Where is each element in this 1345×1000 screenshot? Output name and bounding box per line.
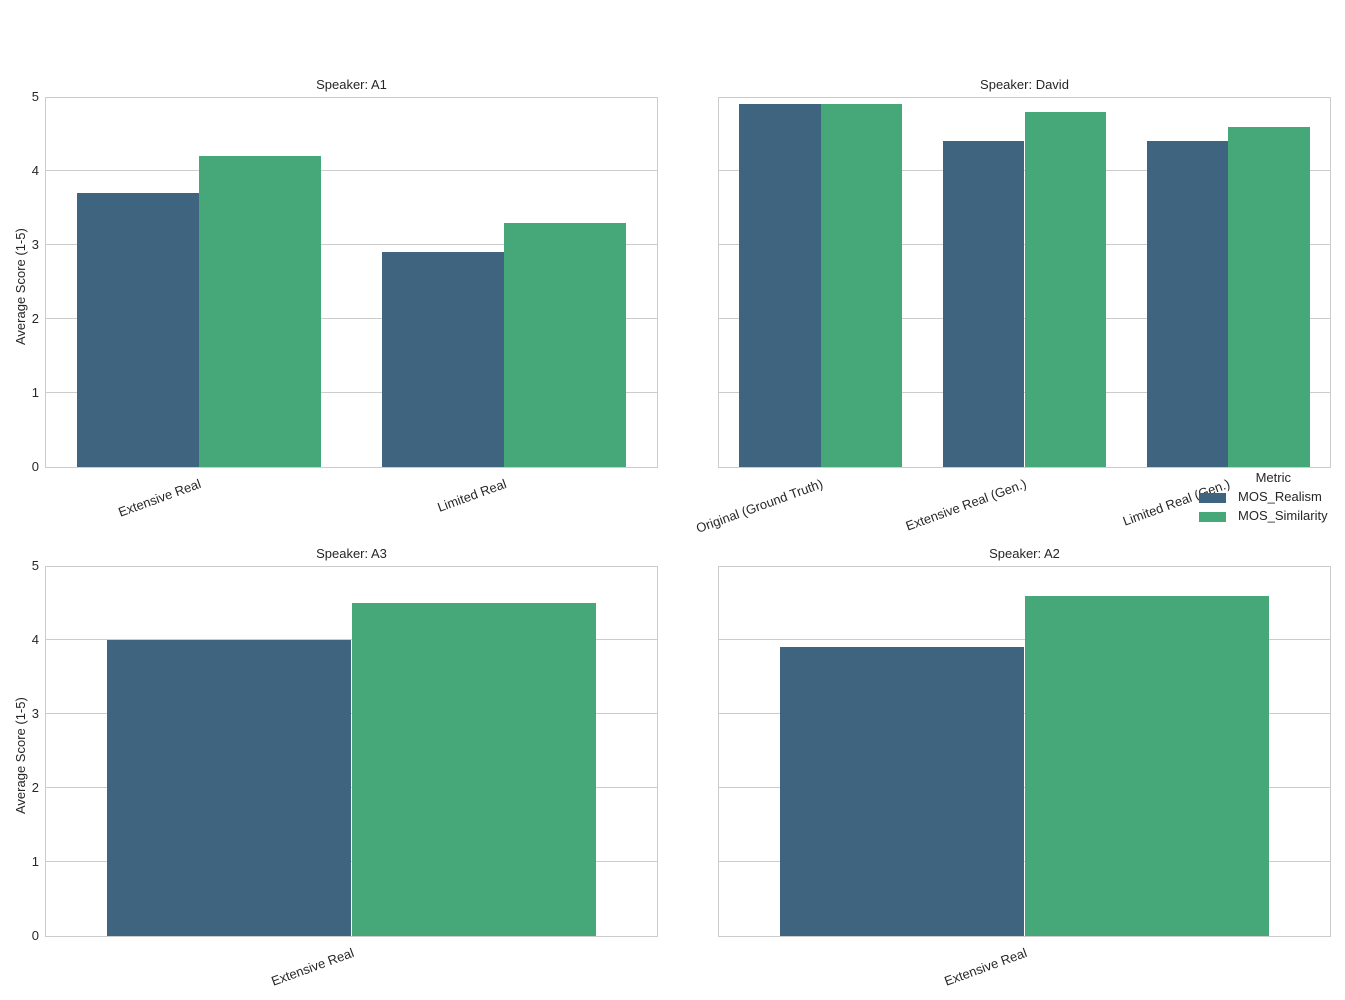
legend-swatch-similarity — [1199, 511, 1226, 522]
bar-mos-similarity — [1024, 595, 1269, 936]
bar-mos-similarity — [820, 104, 903, 467]
legend-swatch-realism — [1199, 492, 1226, 503]
y-tick-label: 2 — [31, 780, 39, 795]
y-tick-label: 4 — [31, 163, 39, 178]
bar-mos-realism — [76, 193, 199, 467]
x-tick-label: Extensive Real — [269, 945, 356, 989]
gridline — [46, 170, 657, 171]
y-tick-label: 4 — [31, 632, 39, 647]
y-tick-label: 3 — [31, 706, 39, 721]
bar-mos-realism — [1146, 141, 1229, 467]
legend: Metric MOS_Realism MOS_Similarity — [1199, 470, 1328, 525]
y-tick-label: 5 — [31, 89, 39, 104]
bar-mos-realism — [943, 141, 1025, 467]
bar-mos-similarity — [1024, 111, 1106, 467]
plot-area — [718, 566, 1331, 937]
y-axis-label: Average Score (1-5) — [13, 696, 28, 814]
bar-mos-realism — [739, 104, 821, 467]
y-tick-label: 2 — [31, 311, 39, 326]
bar-mos-similarity — [1228, 126, 1310, 467]
panel-title: Speaker: David — [980, 77, 1069, 92]
x-tick-label: Original (Ground Truth) — [694, 476, 825, 536]
plot-area — [45, 97, 658, 468]
panel-title: Speaker: A1 — [316, 77, 387, 92]
y-tick-label: 0 — [31, 928, 39, 943]
y-tick-label: 1 — [31, 385, 39, 400]
bar-mos-similarity — [351, 603, 596, 936]
bar-mos-realism — [382, 252, 505, 467]
gridline — [46, 244, 657, 245]
plot-area — [718, 97, 1331, 468]
bar-mos-similarity — [198, 156, 321, 467]
y-tick-label: 1 — [31, 854, 39, 869]
y-axis-label: Average Score (1-5) — [13, 227, 28, 345]
x-tick-label: Extensive Real — [116, 476, 203, 520]
x-tick-label: Extensive Real (Gen.) — [903, 476, 1029, 534]
y-tick-label: 3 — [31, 237, 39, 252]
legend-item-realism: MOS_Realism — [1199, 487, 1328, 506]
bar-mos-similarity — [504, 222, 627, 467]
plot-area — [45, 566, 658, 937]
y-tick-label: 0 — [31, 459, 39, 474]
panel-title: Speaker: A3 — [316, 546, 387, 561]
panel-title: Speaker: A2 — [989, 546, 1060, 561]
y-tick-label: 5 — [31, 558, 39, 573]
gridline — [46, 318, 657, 319]
gridline — [46, 392, 657, 393]
legend-title: Metric — [1255, 470, 1291, 485]
bar-mos-realism — [107, 640, 352, 936]
bar-mos-realism — [780, 647, 1025, 936]
legend-item-similarity: MOS_Similarity — [1199, 506, 1328, 525]
x-tick-label: Extensive Real — [942, 945, 1029, 989]
x-tick-label: Limited Real — [435, 476, 509, 515]
